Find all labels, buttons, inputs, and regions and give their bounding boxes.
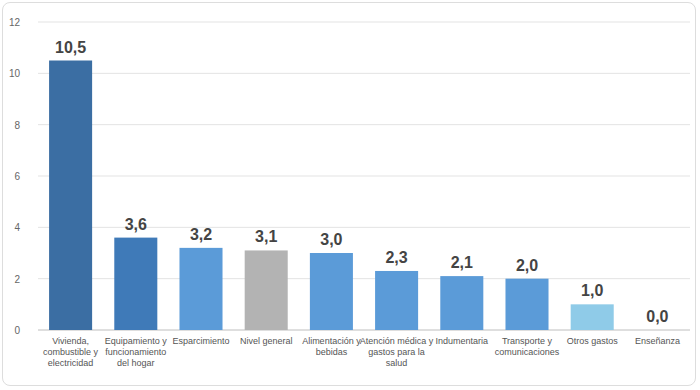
y-tick-label: 8	[14, 120, 20, 131]
y-tick-label: 4	[14, 222, 20, 233]
data-label: 0,0	[646, 308, 668, 325]
chart: 0 2 4 6 8 10 12 10,5 3,6 3,2 3,1 3,0 2,3 2,1 2,0 1,0 0,0…	[0, 0, 700, 390]
bar	[179, 248, 222, 330]
grid-line	[38, 73, 690, 74]
bars	[49, 61, 614, 331]
data-label: 2,1	[451, 254, 473, 271]
data-label: 2,3	[385, 249, 407, 266]
y-tick-label: 2	[14, 274, 20, 285]
x-tick-label: Alimentación ybebidas	[302, 336, 361, 357]
data-label: 1,0	[581, 282, 603, 299]
bar	[310, 253, 353, 330]
bar	[571, 304, 614, 330]
x-tick-label: Esparcimiento	[172, 336, 229, 346]
grid-line	[38, 124, 690, 125]
data-label: 3,6	[125, 216, 147, 233]
x-tick-label: Nivel general	[240, 336, 293, 346]
x-tick-label: Vivienda,combustible yelectricidad	[43, 336, 99, 368]
data-label: 3,2	[190, 226, 212, 243]
grid-line	[38, 176, 690, 177]
bar	[505, 279, 548, 330]
bar	[245, 250, 288, 330]
x-tick-label: Indumentaria	[436, 336, 489, 346]
data-label: 3,0	[320, 231, 342, 248]
y-tick-label: 0	[14, 325, 20, 336]
bar	[49, 61, 92, 331]
bar	[375, 271, 418, 330]
x-tick-label: Enseñanza	[635, 336, 680, 346]
bar	[440, 276, 483, 330]
data-label: 10,5	[55, 39, 86, 56]
grid-line	[38, 22, 690, 23]
bar	[114, 238, 157, 330]
data-label: 2,0	[516, 257, 538, 274]
x-tick-label: Equipamiento yfuncionamientodel hogar	[105, 336, 168, 368]
bar	[636, 330, 679, 331]
data-label: 3,1	[255, 228, 277, 245]
x-tick-label: Otros gastos	[567, 336, 619, 346]
x-tick-label: Atención médica ygastos para lasalud	[360, 336, 434, 368]
y-tick-label: 12	[9, 17, 21, 28]
y-tick-label: 10	[9, 68, 21, 79]
x-tick-label: Transporte ycomunicaciones	[495, 336, 560, 357]
y-tick-label: 6	[14, 171, 20, 182]
